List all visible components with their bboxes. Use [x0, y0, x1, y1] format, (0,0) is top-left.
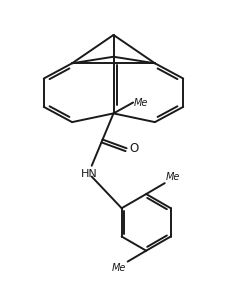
- Text: Me: Me: [134, 97, 149, 108]
- Text: Me: Me: [112, 263, 127, 273]
- Text: O: O: [130, 142, 139, 155]
- Text: HN: HN: [81, 169, 98, 179]
- Text: Me: Me: [166, 172, 180, 182]
